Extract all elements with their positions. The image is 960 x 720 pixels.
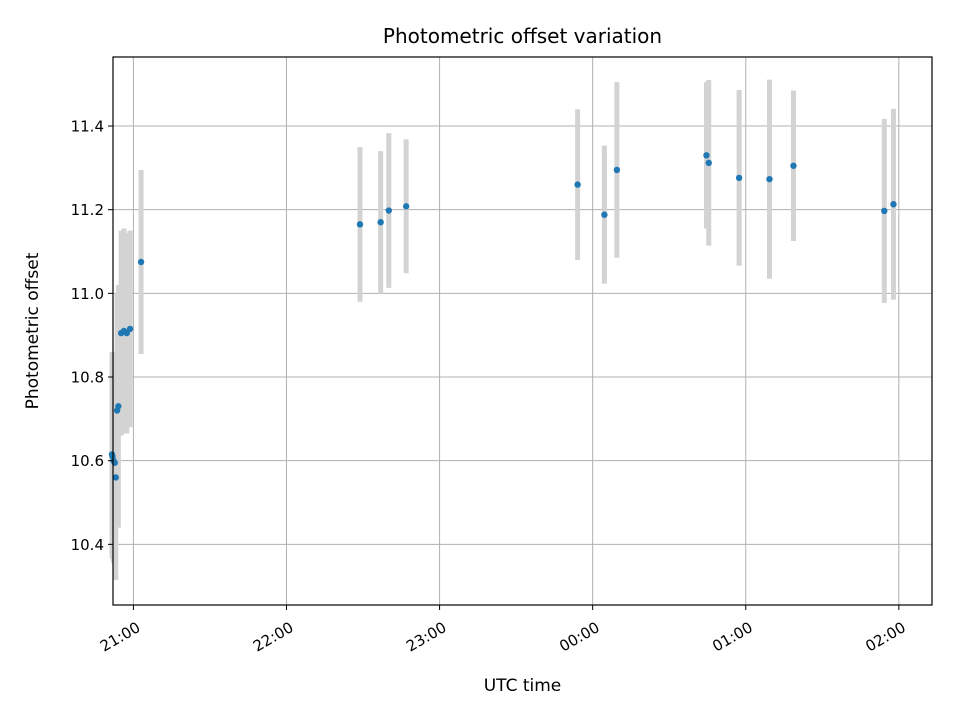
data-point: [601, 211, 608, 218]
data-point: [574, 181, 581, 188]
data-point: [126, 325, 134, 333]
y-tick-label: 10.6: [71, 452, 104, 470]
y-tick-label: 11.4: [71, 118, 104, 136]
y-axis-label: Photometric offset: [23, 252, 43, 409]
plot-frame: [112, 56, 933, 606]
y-tick-label: 11.2: [71, 201, 104, 219]
y-tick-label: 10.8: [71, 369, 104, 387]
data-point: [703, 152, 710, 159]
data-point: [402, 203, 410, 210]
data-point: [790, 162, 797, 169]
gridlines: [113, 57, 932, 605]
data-point: [613, 166, 621, 174]
data-point: [890, 201, 897, 208]
data-point: [356, 221, 364, 228]
data-point: [112, 474, 120, 481]
data-point: [115, 403, 122, 410]
data-point: [385, 207, 393, 214]
data-point: [881, 207, 888, 215]
y-tick-label: 11.0: [71, 285, 104, 303]
y-axis-ticks: 10.4 10.6 10.8 11.0 11.2 11.4: [71, 118, 113, 554]
y-tick-label: 10.4: [71, 536, 104, 554]
data-point: [705, 159, 712, 167]
data-point: [735, 174, 743, 182]
x-axis-label: UTC time: [484, 676, 562, 696]
data-point: [377, 219, 384, 226]
data-point: [137, 258, 145, 266]
chart-title: Photometric offset variation: [383, 24, 662, 48]
data-point: [766, 175, 773, 183]
